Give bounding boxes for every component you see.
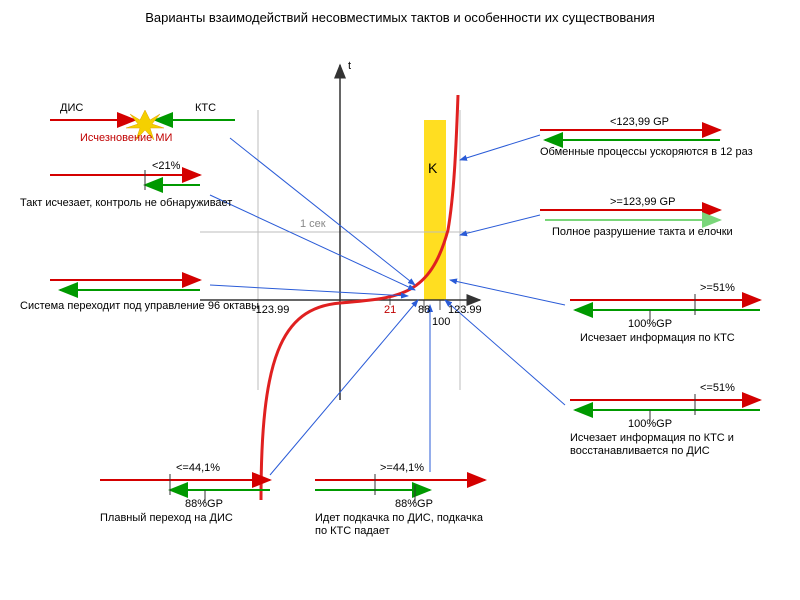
xtick-21: 21 bbox=[384, 304, 396, 317]
dis-label: ДИС bbox=[60, 102, 83, 115]
ge441-text: Идет подкачка по ДИС, подкачка по КТС па… bbox=[315, 512, 483, 537]
ge51-gp: 100%GP bbox=[628, 318, 672, 331]
lt21-text: Такт исчезает, контроль не обнаруживает bbox=[20, 197, 232, 210]
lt21-threshold: <21% bbox=[152, 160, 180, 173]
ge12399-threshold: >=123,99 GP bbox=[610, 196, 675, 209]
mi-label: Исчезновение МИ bbox=[80, 132, 172, 145]
le441-threshold: <=44,1% bbox=[176, 462, 220, 475]
le51-text: Исчезает информация по КТС и восстанавли… bbox=[570, 432, 734, 457]
xtick-100: 100 bbox=[432, 316, 450, 329]
ge441-threshold: >=44,1% bbox=[380, 462, 424, 475]
k-label: K bbox=[428, 160, 437, 176]
ge12399-text: Полное разрушение такта и елочки bbox=[552, 226, 733, 239]
xtick-88: 88 bbox=[418, 304, 430, 317]
lt12399-text: Обменные процессы ускоряются в 12 раз bbox=[540, 146, 753, 159]
axis-t-label: t bbox=[348, 60, 351, 73]
le441-gp: 88%GP bbox=[185, 498, 223, 511]
one-sec-label: 1 сек bbox=[300, 218, 326, 231]
le51-gp: 100%GP bbox=[628, 418, 672, 431]
xtick-12399: 123.99 bbox=[448, 304, 482, 317]
le51-threshold: <=51% bbox=[700, 382, 735, 395]
ge441-gp: 88%GP bbox=[395, 498, 433, 511]
le441-text: Плавный переход на ДИС bbox=[100, 512, 233, 525]
sys96-text: Система переходит под управление 96 окта… bbox=[20, 300, 259, 313]
lt12399-threshold: <123,99 GP bbox=[610, 116, 669, 129]
kts-label: КТС bbox=[195, 102, 216, 115]
ge51-threshold: >=51% bbox=[700, 282, 735, 295]
ge51-text: Исчезает информация по КТС bbox=[580, 332, 735, 345]
